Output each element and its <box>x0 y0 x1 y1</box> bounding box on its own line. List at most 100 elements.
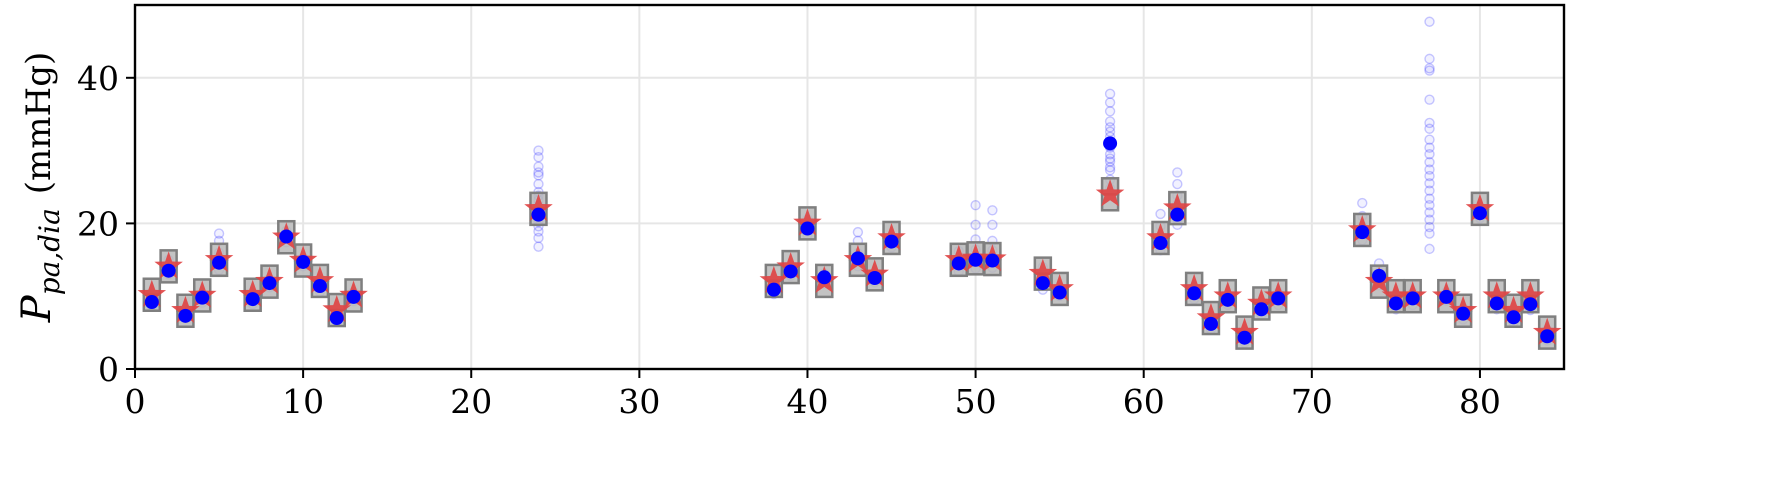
mean-point <box>212 255 227 270</box>
sample-point <box>1357 197 1368 209</box>
sample-point <box>1172 178 1183 190</box>
mean-point <box>1237 330 1252 345</box>
mean-point <box>1271 291 1286 306</box>
sample-point <box>1424 123 1435 134</box>
target-star <box>759 265 789 294</box>
mean-point <box>1456 306 1471 321</box>
mean-point <box>195 290 210 305</box>
grid-lines <box>134 5 1564 370</box>
y-tick-label: 0 <box>98 350 119 389</box>
mean-point <box>1103 136 1118 151</box>
axes-frame <box>133 3 1566 371</box>
target-star <box>322 295 352 323</box>
sample-point <box>213 228 225 239</box>
sample-point <box>1424 228 1435 239</box>
sample-point <box>1104 156 1116 167</box>
target-star <box>1196 303 1226 331</box>
mean-point <box>850 251 865 266</box>
sample-point <box>1172 167 1183 178</box>
mean-point <box>1506 310 1521 325</box>
y-axis-label-unit: (mmHg) <box>19 52 59 194</box>
x-tick-label: 30 <box>618 382 660 421</box>
sample-point <box>1424 117 1435 129</box>
mean-point <box>1203 316 1218 331</box>
y-axis-label-symbol: P <box>14 294 60 323</box>
mean-point <box>766 282 781 297</box>
x-tick-label: 80 <box>1459 382 1501 421</box>
sample-point <box>852 226 864 238</box>
mean-point <box>312 279 327 294</box>
mean-point <box>951 256 966 271</box>
sample-point <box>987 219 998 231</box>
y-axis-ticks: 0 20 40 <box>77 59 135 389</box>
sample-point <box>1424 185 1435 196</box>
mean-point <box>1372 268 1387 283</box>
mean-point <box>1540 329 1555 344</box>
sample-point <box>1424 221 1435 233</box>
target-star <box>1516 281 1545 309</box>
mean-point <box>783 264 798 279</box>
y-axis-label-subscript: pa,dia <box>33 208 66 295</box>
x-axis-ticks: 0 10 20 30 40 50 60 70 80 <box>125 369 1501 421</box>
mean-point <box>178 308 193 323</box>
mean-point <box>884 234 899 249</box>
mean-point <box>1472 206 1487 221</box>
target-star <box>1028 258 1058 286</box>
sample-point <box>1424 214 1435 225</box>
mean-points <box>144 136 1555 345</box>
sample-point <box>1424 178 1435 189</box>
target-star <box>1482 281 1512 309</box>
mean-point <box>144 295 159 310</box>
target-star <box>1247 288 1276 316</box>
sample-point <box>1104 165 1116 176</box>
x-tick-label: 40 <box>786 382 828 421</box>
mean-point <box>968 252 983 267</box>
sample-point <box>1424 170 1435 182</box>
target-star <box>1095 179 1125 207</box>
sample-point <box>1424 157 1435 168</box>
mean-point <box>245 292 260 307</box>
x-tick-label: 20 <box>450 382 492 421</box>
y-axis-label: Ppa,dia (mmHg) <box>14 52 66 323</box>
sample-point <box>1424 193 1435 204</box>
sample-point <box>1104 116 1116 127</box>
sample-point <box>533 170 544 181</box>
mean-point <box>1355 225 1370 240</box>
x-tick-label: 50 <box>955 382 997 421</box>
sample-point <box>1155 208 1166 220</box>
sample-point <box>1424 142 1435 153</box>
mean-point <box>817 270 832 285</box>
mean-point <box>800 221 815 236</box>
target-star <box>1499 295 1528 323</box>
x-tick-label: 70 <box>1291 382 1333 421</box>
sample-point <box>1104 126 1116 137</box>
x-tick-label: 0 <box>125 382 146 421</box>
sample-point <box>1424 53 1435 65</box>
mean-point <box>531 207 546 222</box>
sample-point <box>1424 199 1435 211</box>
mean-point <box>346 289 361 304</box>
mean-point <box>1187 286 1202 301</box>
sample-point <box>533 145 544 156</box>
sample-point <box>533 167 544 178</box>
sample-point <box>1104 106 1116 117</box>
y-tick-label: 40 <box>77 59 119 98</box>
sample-point <box>1104 162 1116 173</box>
mean-point <box>279 229 294 244</box>
mean-point <box>1052 285 1067 300</box>
sample-point <box>1104 122 1116 133</box>
mean-point <box>329 311 344 326</box>
mean-point <box>296 254 311 269</box>
mean-point <box>262 276 277 291</box>
target-star <box>1163 193 1192 221</box>
sample-point <box>533 151 544 163</box>
mean-point <box>1388 296 1403 311</box>
target-star <box>524 193 553 221</box>
sample-point <box>1104 153 1116 164</box>
interval-boxes <box>142 177 1557 350</box>
mean-point <box>1523 297 1538 312</box>
sample-point <box>533 178 544 190</box>
mean-point <box>1254 302 1269 317</box>
